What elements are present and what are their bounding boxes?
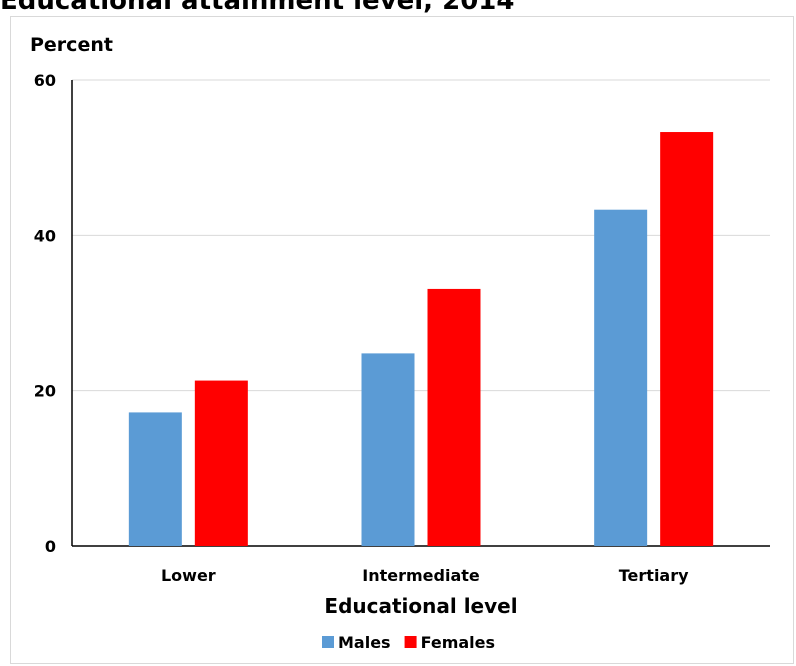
y-tick-label: 60 — [34, 71, 56, 90]
legend-swatch-males — [322, 636, 334, 648]
y-axis-label: Percent — [30, 34, 113, 56]
bar-males-intermediate — [361, 353, 415, 546]
x-tick-label: Intermediate — [362, 566, 480, 585]
legend-swatch-females — [404, 636, 417, 648]
bar-females-tertiary — [660, 132, 714, 546]
x-axis-label: Educational level — [324, 594, 517, 618]
legend-label-males: Males — [338, 633, 391, 652]
legend-label-females: Females — [421, 633, 495, 652]
y-tick-label: 40 — [34, 226, 56, 245]
y-tick-label: 20 — [34, 382, 56, 401]
chart-frame — [10, 16, 794, 664]
chart-title: Educational attainment level, 2014 — [0, 0, 515, 16]
x-tick-label: Lower — [161, 566, 216, 585]
bar-females-lower — [194, 380, 248, 546]
y-tick-label: 0 — [45, 537, 56, 556]
bar-males-tertiary — [594, 209, 648, 546]
bar-males-lower — [128, 412, 182, 546]
x-tick-label: Tertiary — [619, 566, 689, 585]
bar-females-intermediate — [427, 288, 481, 546]
